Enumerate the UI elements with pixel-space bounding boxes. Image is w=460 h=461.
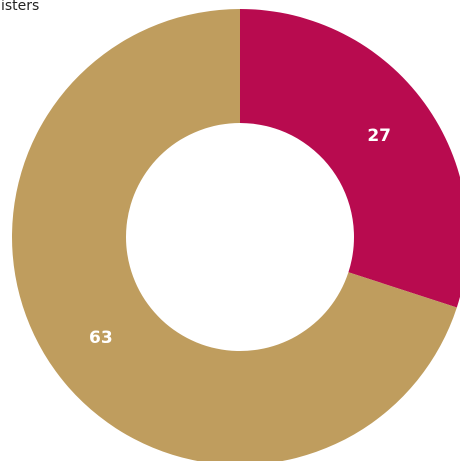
- slice-label: 63: [89, 328, 113, 348]
- donut-slice: [240, 9, 460, 308]
- donut-slice: [12, 9, 457, 461]
- slice-label: 27: [367, 126, 391, 146]
- chart-title: isters: [1, 0, 39, 14]
